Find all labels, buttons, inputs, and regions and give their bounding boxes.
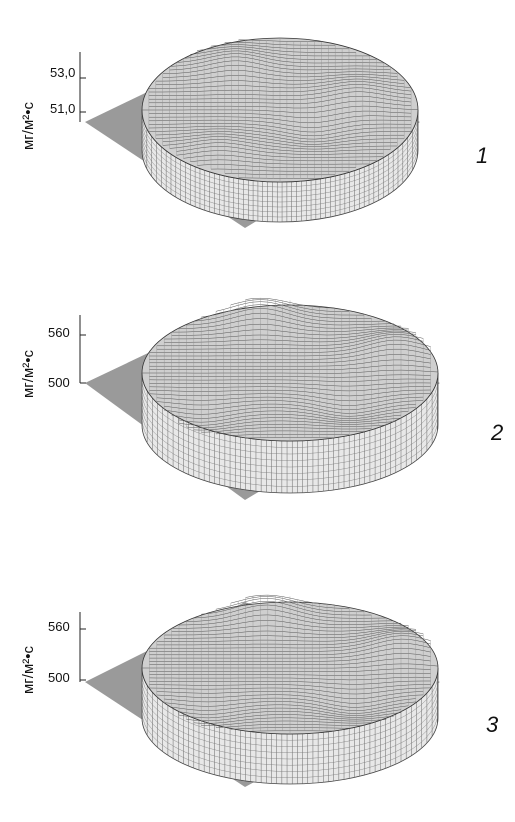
z-axis	[79, 315, 86, 384]
cylinder-wall	[141, 372, 439, 494]
top-surface	[141, 297, 439, 442]
z-tick-top: 560	[48, 325, 70, 340]
chart-panel-1: мг/м²•с 53,0 51,0 1	[0, 0, 515, 260]
surface-plot-3	[79, 594, 440, 787]
surface-plot-1	[79, 37, 420, 228]
panel-label: 1	[476, 143, 489, 168]
panel-label: 2	[491, 420, 504, 445]
z-axis-label: мг/м²•с	[20, 645, 37, 694]
surface-plot-2	[79, 297, 440, 500]
top-surface	[141, 594, 439, 735]
chart-panel-3: мг/м²•с 560 500 3	[0, 562, 515, 822]
z-tick-bottom: 500	[48, 670, 70, 685]
chart-panel-2: мг/м²•с 560 500 2	[0, 265, 515, 525]
z-axis	[79, 52, 86, 122]
z-tick-top: 560	[48, 619, 70, 634]
panel-label: 3	[486, 712, 499, 737]
cylinder-wall	[141, 667, 439, 785]
z-tick-top: 53,0	[50, 65, 76, 80]
cylinder-wall	[141, 109, 419, 223]
z-axis-label: мг/м²•с	[20, 349, 37, 398]
top-surface	[141, 37, 419, 183]
z-axis	[79, 612, 86, 682]
z-axis-label: мг/м²•с	[20, 101, 37, 150]
z-tick-bottom: 51,0	[50, 101, 76, 116]
z-tick-bottom: 500	[48, 375, 70, 390]
